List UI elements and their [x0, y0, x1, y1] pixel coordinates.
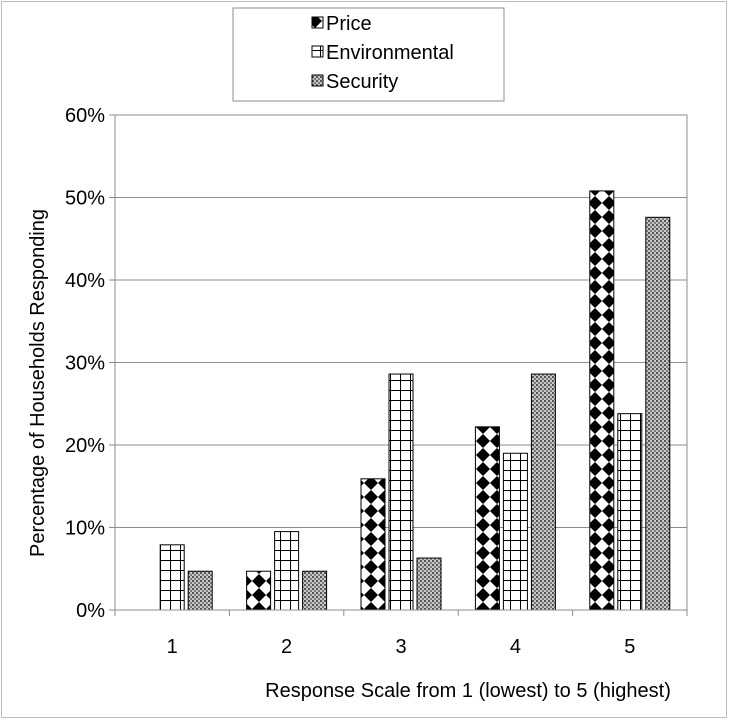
legend-label-environmental: Environmental — [326, 42, 454, 64]
y-tick-label: 0% — [76, 600, 105, 622]
bar-environmental-1 — [159, 544, 185, 611]
bar-security-5 — [645, 216, 671, 611]
bar-price-4 — [474, 426, 500, 611]
bar-security-1 — [187, 570, 213, 611]
bar-environmental-4 — [502, 452, 528, 611]
bar-environmental-5 — [617, 413, 643, 611]
y-tick-label: 60% — [65, 105, 105, 127]
axes — [109, 114, 688, 616]
bar-security-4 — [530, 373, 556, 611]
y-tick-label: 20% — [65, 435, 105, 457]
legend-label-price: Price — [326, 13, 372, 35]
legend-swatch-environmental — [311, 45, 324, 58]
x-tick-label: 4 — [510, 636, 521, 658]
legend: Price Environmental Security — [232, 7, 505, 102]
plot-area — [114, 114, 688, 611]
y-tick-label: 30% — [65, 353, 105, 375]
bar-security-2 — [302, 570, 328, 611]
bar-price-5 — [589, 190, 615, 611]
x-tick-label: 2 — [281, 636, 292, 658]
y-tick-label: 50% — [65, 188, 105, 210]
x-axis-title: Response Scale from 1 (lowest) to 5 (hig… — [265, 680, 671, 702]
x-tick-label: 3 — [395, 636, 406, 658]
legend-swatch-security — [311, 74, 324, 87]
bars — [159, 190, 671, 611]
bar-price-3 — [360, 478, 386, 611]
bar-security-3 — [416, 557, 442, 611]
bar-environmental-2 — [274, 531, 300, 611]
legend-box — [232, 7, 505, 102]
x-tick-label: 5 — [624, 636, 635, 658]
y-tick-labels: 0% 10% 20% 30% 40% 50% 60% — [65, 105, 105, 622]
y-tick-label: 40% — [65, 270, 105, 292]
y-axis-title: Percentage of Households Responding — [27, 209, 49, 557]
legend-swatch-price — [311, 16, 324, 29]
bar-price-2 — [246, 570, 272, 611]
legend-label-security: Security — [326, 71, 398, 93]
x-tick-labels: 1 2 3 4 5 — [167, 636, 636, 658]
x-tick-label: 1 — [167, 636, 178, 658]
bar-environmental-3 — [388, 373, 414, 611]
y-tick-label: 10% — [65, 518, 105, 540]
